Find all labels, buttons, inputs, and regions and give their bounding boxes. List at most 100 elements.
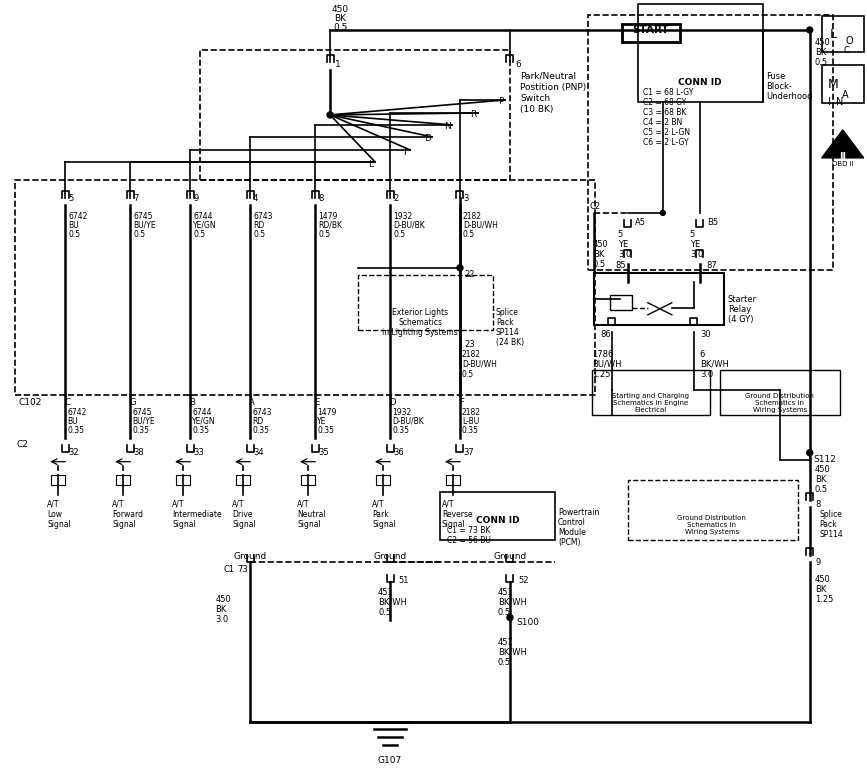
Text: BK: BK bbox=[334, 14, 346, 23]
Text: Splice: Splice bbox=[819, 510, 843, 518]
Text: 0.5: 0.5 bbox=[463, 230, 475, 239]
Text: C1 = 73 BK: C1 = 73 BK bbox=[447, 525, 491, 535]
Text: L-BU: L-BU bbox=[462, 417, 479, 425]
Text: O: O bbox=[845, 36, 853, 46]
Text: R: R bbox=[470, 110, 476, 119]
Bar bbox=[622, 24, 680, 42]
Text: Signal: Signal bbox=[232, 520, 256, 528]
Text: Pack: Pack bbox=[819, 520, 838, 528]
Circle shape bbox=[806, 450, 812, 455]
Text: P: P bbox=[498, 97, 504, 106]
Text: C102: C102 bbox=[18, 398, 42, 407]
Text: 87: 87 bbox=[707, 261, 718, 270]
Text: A/T: A/T bbox=[372, 500, 385, 508]
Text: 0.5: 0.5 bbox=[462, 369, 474, 379]
Text: Low: Low bbox=[48, 510, 62, 518]
Bar bbox=[592, 369, 710, 415]
Text: BU/YE: BU/YE bbox=[132, 417, 155, 425]
Text: I: I bbox=[403, 148, 406, 157]
Bar bbox=[51, 475, 65, 485]
Bar bbox=[720, 369, 840, 415]
Text: Ground: Ground bbox=[233, 551, 267, 561]
Text: E: E bbox=[314, 398, 319, 407]
Text: 0.5: 0.5 bbox=[333, 23, 348, 32]
Bar bbox=[16, 180, 595, 395]
Text: 450: 450 bbox=[815, 38, 831, 47]
Text: BK: BK bbox=[815, 475, 826, 484]
Text: 5: 5 bbox=[690, 230, 695, 239]
Text: 1479: 1479 bbox=[318, 212, 337, 221]
Text: 6745: 6745 bbox=[132, 408, 152, 417]
Text: C6 = 2 L-GY: C6 = 2 L-GY bbox=[642, 138, 688, 147]
Bar bbox=[116, 475, 130, 485]
Text: 30: 30 bbox=[700, 329, 710, 339]
Circle shape bbox=[661, 210, 665, 215]
Text: 1.25: 1.25 bbox=[592, 369, 610, 379]
Text: 36: 36 bbox=[393, 448, 404, 457]
Text: 0.35: 0.35 bbox=[252, 425, 269, 435]
Text: YE: YE bbox=[618, 240, 628, 249]
Text: Starting and Charging
Schematics in Engine
Electrical: Starting and Charging Schematics in Engi… bbox=[612, 392, 689, 412]
Bar bbox=[376, 475, 390, 485]
Text: Reverse: Reverse bbox=[442, 510, 473, 518]
Text: (4 GY): (4 GY) bbox=[727, 315, 753, 324]
Text: 9: 9 bbox=[193, 194, 199, 203]
Text: BK: BK bbox=[815, 48, 826, 57]
Text: A/T: A/T bbox=[297, 500, 310, 508]
Text: Underhood: Underhood bbox=[766, 92, 812, 101]
Text: 0.35: 0.35 bbox=[68, 425, 84, 435]
Text: 3: 3 bbox=[463, 194, 468, 203]
Text: 1.25: 1.25 bbox=[815, 594, 833, 604]
Text: BU/YE: BU/YE bbox=[134, 221, 156, 230]
Text: 1479: 1479 bbox=[317, 408, 336, 417]
Text: B5: B5 bbox=[707, 218, 718, 227]
Bar bbox=[236, 475, 250, 485]
Text: A: A bbox=[249, 398, 255, 407]
Text: A: A bbox=[842, 90, 848, 100]
Text: Powertrain: Powertrain bbox=[557, 508, 599, 517]
Text: 34: 34 bbox=[253, 448, 264, 457]
Text: C4 = 2 BN: C4 = 2 BN bbox=[642, 118, 682, 127]
Text: SP114: SP114 bbox=[496, 328, 519, 337]
Bar bbox=[200, 50, 510, 180]
Text: Ground Distribution
Schematics in
Wiring Systems: Ground Distribution Schematics in Wiring… bbox=[746, 392, 814, 412]
Text: 6743: 6743 bbox=[253, 212, 272, 221]
Text: 6: 6 bbox=[700, 349, 705, 359]
Text: 0.5: 0.5 bbox=[815, 58, 828, 67]
Text: Forward: Forward bbox=[112, 510, 143, 518]
Text: C2 = 68 GY: C2 = 68 GY bbox=[642, 98, 686, 107]
Text: YE: YE bbox=[317, 417, 327, 425]
Text: 0.35: 0.35 bbox=[392, 425, 409, 435]
Circle shape bbox=[327, 112, 333, 118]
Text: 7: 7 bbox=[134, 194, 139, 203]
Text: 86: 86 bbox=[600, 329, 610, 339]
Text: Ground: Ground bbox=[493, 551, 526, 561]
Text: 9: 9 bbox=[816, 558, 821, 567]
Text: BK/WH: BK/WH bbox=[498, 647, 527, 657]
Text: 37: 37 bbox=[463, 448, 473, 457]
Text: A5: A5 bbox=[635, 218, 646, 227]
Text: Signal: Signal bbox=[442, 520, 466, 528]
Text: 0.5: 0.5 bbox=[134, 230, 146, 239]
Text: A/T: A/T bbox=[173, 500, 185, 508]
Text: 2182: 2182 bbox=[462, 349, 481, 359]
Text: A/T: A/T bbox=[48, 500, 60, 508]
Text: A/T: A/T bbox=[112, 500, 125, 508]
Text: 85: 85 bbox=[616, 261, 627, 270]
Text: Intermediate: Intermediate bbox=[173, 510, 222, 518]
Text: Module: Module bbox=[557, 528, 586, 537]
Text: (10 BK): (10 BK) bbox=[520, 105, 553, 114]
Text: N: N bbox=[836, 97, 843, 107]
Bar bbox=[628, 480, 798, 540]
Text: 2182: 2182 bbox=[463, 212, 482, 221]
Text: 0.5: 0.5 bbox=[68, 230, 81, 239]
Text: BK/WH: BK/WH bbox=[498, 598, 527, 607]
Text: 0.5: 0.5 bbox=[378, 607, 391, 617]
Text: Postition (PNP): Postition (PNP) bbox=[520, 83, 586, 92]
Text: C2 = 56 BU: C2 = 56 BU bbox=[447, 535, 491, 545]
Text: Signal: Signal bbox=[48, 520, 71, 528]
Text: C: C bbox=[844, 46, 850, 55]
Text: I: I bbox=[828, 97, 831, 107]
Text: 0.5: 0.5 bbox=[393, 230, 405, 239]
Text: 1932: 1932 bbox=[393, 212, 413, 221]
